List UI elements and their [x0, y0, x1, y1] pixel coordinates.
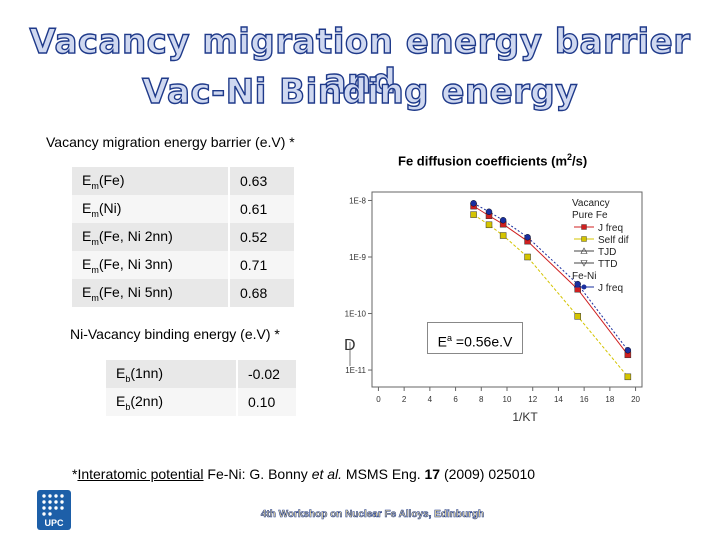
migration-table: Em(Fe) 0.63 Em(Ni) 0.61 Em(Fe, Ni 2nn) 0…	[72, 167, 294, 307]
row-label: Em(Fe, Ni 3nn)	[72, 251, 230, 279]
row-label: Em(Fe, Ni 2nn)	[72, 223, 230, 251]
data-point	[524, 234, 531, 241]
data-point	[485, 208, 493, 215]
legend-entry-label: Self dif	[598, 235, 629, 246]
legend-marker	[581, 236, 587, 242]
legend-entry-label: TJD	[598, 247, 616, 258]
table-row: Eb(1nn) -0.02	[106, 360, 296, 388]
data-point	[574, 280, 581, 288]
legend-marker	[580, 260, 588, 267]
row-label: Em(Fe)	[72, 167, 230, 195]
legend-group-subtitle: Pure Fe	[572, 210, 608, 221]
data-point	[624, 373, 632, 381]
row-label: Eb(2nn)	[106, 388, 238, 416]
x-tick-label: 4	[428, 395, 433, 404]
row-label: Eb(1nn)	[106, 360, 238, 388]
table-row: Em(Ni) 0.61	[72, 195, 294, 223]
x-tick-label: 6	[453, 395, 458, 404]
conference-name: 4th Workshop on Nuclear Fe Alloys, Edinb…	[260, 509, 485, 521]
data-point	[624, 347, 632, 354]
data-point	[470, 211, 477, 218]
data-point	[485, 221, 493, 229]
binding-heading: Ni-Vacancy binding energy (e.V) *	[70, 326, 280, 342]
row-value: -0.02	[237, 360, 296, 388]
row-value: 0.63	[229, 167, 294, 195]
legend-entry-label: TTD	[598, 259, 617, 270]
y-tick-label: 1E-10	[345, 310, 367, 319]
migration-heading: Vacancy migration energy barrier (e.V) *	[46, 134, 295, 150]
plot-heading: Fe diffusion coefficients (m2/s)	[398, 152, 588, 169]
x-tick-label: 20	[631, 395, 640, 404]
activation-energy-box: Ea =0.56e.V	[427, 322, 523, 354]
row-value: 0.68	[229, 279, 294, 307]
data-point	[470, 200, 477, 207]
binding-table: Eb(1nn) -0.02 Eb(2nn) 0.10	[106, 360, 296, 416]
row-value: 0.71	[229, 251, 294, 279]
data-point	[499, 232, 507, 239]
x-tick-label: 0	[376, 395, 381, 404]
footnote: *Interatomic potential Fe-Ni: G. Bonny e…	[72, 466, 536, 482]
plot-frame	[371, 191, 643, 388]
table-row: Em(Fe, Ni 2nn) 0.52	[72, 223, 294, 251]
table-row: Eb(2nn) 0.10	[106, 388, 296, 416]
series-line	[473, 202, 629, 351]
legend-marker	[581, 224, 587, 230]
x-tick-label: 16	[580, 395, 589, 404]
legend-marker	[580, 247, 588, 254]
x-tick-label: 10	[503, 395, 512, 404]
data-point	[524, 253, 531, 261]
table-row: Em(Fe, Ni 3nn) 0.71	[72, 251, 294, 279]
row-value: 0.61	[229, 195, 294, 223]
y-tick-label: 1E-9	[349, 253, 366, 262]
y-tick-label: 1E-11	[345, 366, 366, 375]
x-tick-label: 18	[605, 395, 614, 404]
x-tick-label: 14	[554, 395, 563, 404]
data-point	[499, 217, 507, 224]
slide-title-line-1: Vacancy migration energy barrier and	[29, 21, 691, 102]
legend-group-title: Vacancy	[572, 198, 610, 209]
data-point	[574, 313, 581, 320]
row-value: 0.52	[229, 223, 294, 251]
x-tick-label: 8	[479, 395, 484, 404]
logo-text: UPC	[44, 518, 64, 528]
row-label: Em(Ni)	[72, 195, 230, 223]
row-label: Em(Fe, Ni 5nn)	[72, 279, 230, 307]
upc-logo: UPC	[37, 490, 71, 535]
x-tick-label: 12	[528, 395, 537, 404]
slide-title-line-2: Vac-Ni Binding energy	[141, 71, 578, 112]
diffusion-chart: 0 2 4 6 8 10 12 14 16 18 20 1E-8 1E-9 1E-10 1E-11 Vac…	[344, 191, 643, 424]
table-row: Em(Fe) 0.63	[72, 167, 294, 195]
x-axis-label: 1/KT	[512, 410, 538, 424]
legend-entry-label: J freq	[598, 283, 623, 294]
legend-group-title: Fe-Ni	[572, 271, 596, 282]
footnote-link: Interatomic potential	[77, 466, 204, 482]
table-row: Em(Fe, Ni 5nn) 0.68	[72, 279, 294, 307]
row-value: 0.10	[237, 388, 296, 416]
legend-entry-label: J freq	[598, 223, 623, 234]
x-tick-label: 2	[402, 395, 407, 404]
y-tick-label: 1E-8	[349, 196, 366, 205]
legend-marker	[581, 284, 587, 290]
